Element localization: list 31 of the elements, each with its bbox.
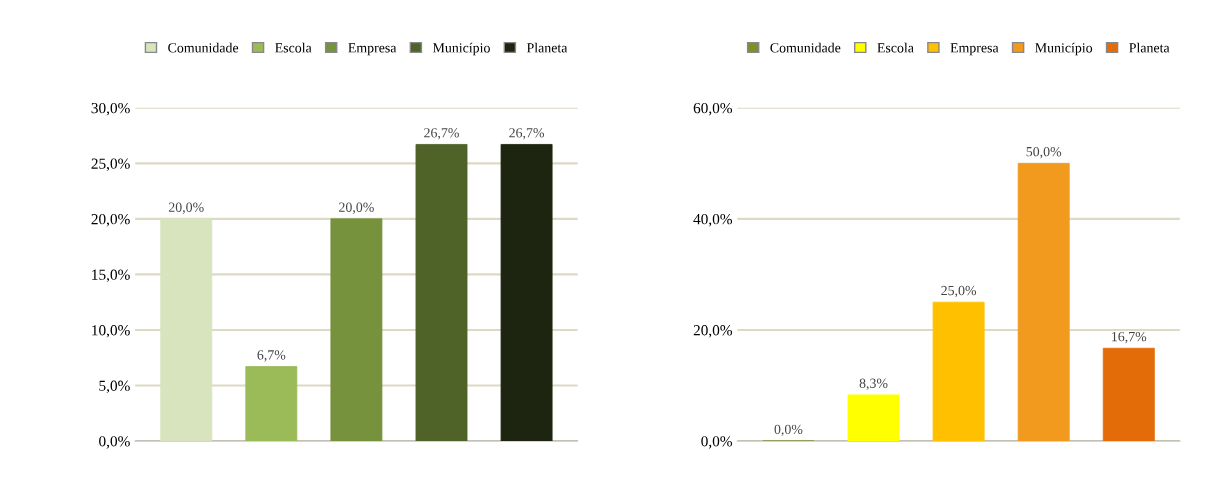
data-label: 16,7% — [1112, 331, 1147, 344]
data-label: 6,7% — [257, 350, 286, 362]
legend-label: Município — [432, 42, 490, 56]
legend-label: Escola — [877, 42, 914, 53]
data-label: 26,7% — [424, 128, 459, 140]
legend-label: Comunidade — [168, 42, 239, 53]
legend-label: Planeta — [526, 42, 568, 53]
legend-label: Comunidade — [770, 42, 841, 53]
data-label: 8,3% — [859, 378, 888, 390]
y-tick-label: 60,0% — [693, 102, 733, 116]
y-tick-label: 20,0% — [91, 214, 130, 227]
legend-label: Empresa — [950, 43, 999, 56]
data-label: 25,0% — [941, 285, 977, 298]
y-tick-label: 40,0% — [693, 214, 733, 227]
data-label: 26,7% — [509, 128, 545, 140]
data-label: 20,0% — [339, 202, 374, 214]
y-tick-label: 0,0% — [99, 436, 130, 449]
y-tick-label: 25,0% — [91, 158, 130, 171]
data-label: 20,0% — [168, 202, 204, 214]
legend-label: Escola — [275, 42, 312, 53]
y-tick-label: 15,0% — [92, 269, 130, 283]
y-tick-label: 0,0% — [701, 436, 733, 449]
y-tick-label: 5,0% — [99, 380, 130, 394]
legend-label: Planeta — [1129, 42, 1170, 53]
y-tick-label: 30,0% — [91, 102, 130, 116]
legend-label: Empresa — [348, 43, 397, 56]
y-tick-label: 20,0% — [693, 325, 733, 338]
legend-label: Município — [1035, 42, 1093, 56]
y-tick-label: 10,0% — [92, 325, 130, 338]
data-label: 0,0% — [774, 424, 803, 437]
data-label: 50,0% — [1026, 146, 1062, 159]
